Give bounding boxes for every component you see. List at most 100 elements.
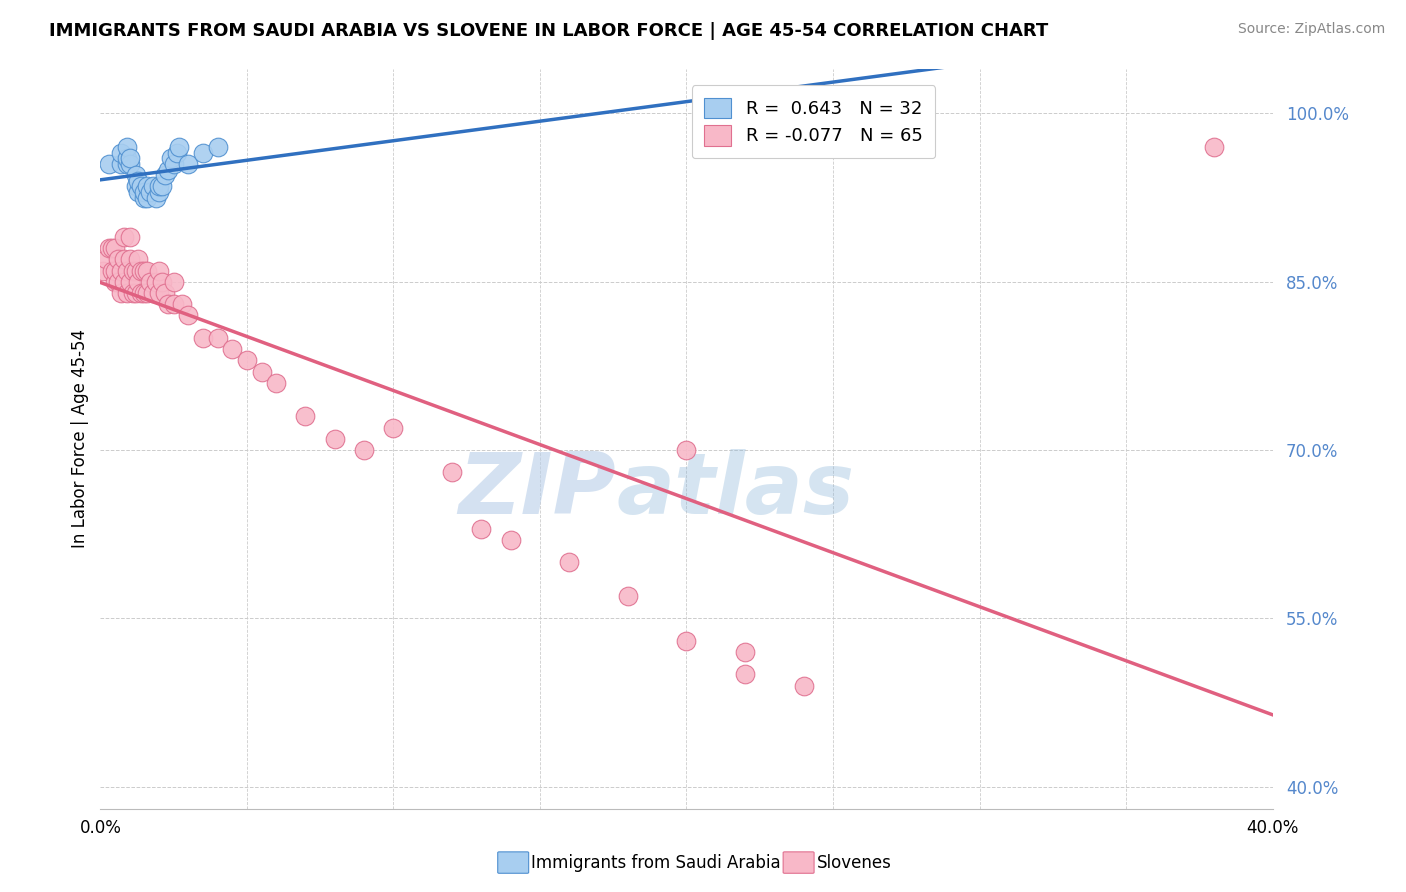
Point <box>169 140 191 154</box>
Point <box>162 157 184 171</box>
Point <box>177 309 200 323</box>
Point <box>162 297 184 311</box>
Point <box>148 185 170 199</box>
Point <box>499 533 522 547</box>
Point <box>134 285 156 300</box>
Point <box>207 331 229 345</box>
Text: ZIP: ZIP <box>458 450 616 533</box>
Point <box>145 275 167 289</box>
Point <box>159 151 181 165</box>
Point <box>131 179 153 194</box>
Point <box>166 145 188 160</box>
Point <box>115 285 138 300</box>
Point <box>134 185 156 199</box>
Point <box>121 263 143 277</box>
Point <box>382 420 405 434</box>
Point <box>107 275 129 289</box>
Point <box>115 151 138 165</box>
Point <box>91 263 114 277</box>
Point <box>110 263 132 277</box>
Point <box>177 157 200 171</box>
Point <box>191 145 214 160</box>
Point <box>104 275 127 289</box>
Point <box>1202 140 1225 154</box>
Point <box>118 157 141 171</box>
Point <box>96 252 118 267</box>
Point <box>139 275 162 289</box>
Point <box>264 376 287 390</box>
Text: IMMIGRANTS FROM SAUDI ARABIA VS SLOVENE IN LABOR FORCE | AGE 45-54 CORRELATION C: IMMIGRANTS FROM SAUDI ARABIA VS SLOVENE … <box>49 22 1049 40</box>
Point <box>136 179 159 194</box>
Point <box>104 263 127 277</box>
Point <box>148 263 170 277</box>
Text: atlas: atlas <box>616 450 855 533</box>
Point <box>115 140 138 154</box>
Point <box>323 432 346 446</box>
Point <box>115 157 138 171</box>
Point <box>112 275 135 289</box>
Point <box>153 285 176 300</box>
Point <box>162 275 184 289</box>
Point <box>675 443 697 458</box>
Point <box>353 443 375 458</box>
Point <box>118 252 141 267</box>
Point <box>131 285 153 300</box>
Point <box>734 667 756 681</box>
Point <box>124 168 146 182</box>
Point <box>250 364 273 378</box>
Point <box>617 589 640 603</box>
Point <box>734 645 756 659</box>
Point <box>112 252 135 267</box>
Text: Source: ZipAtlas.com: Source: ZipAtlas.com <box>1237 22 1385 37</box>
Point <box>148 285 170 300</box>
Point <box>101 263 124 277</box>
Point <box>107 252 129 267</box>
Point <box>124 285 146 300</box>
Point <box>134 263 156 277</box>
Point <box>118 151 141 165</box>
Point <box>136 285 159 300</box>
Point <box>127 174 149 188</box>
Point <box>124 179 146 194</box>
Point <box>675 633 697 648</box>
Point <box>121 285 143 300</box>
Point <box>115 263 138 277</box>
Point <box>236 353 259 368</box>
Point <box>172 297 194 311</box>
Point <box>98 241 121 255</box>
Point <box>101 241 124 255</box>
Point <box>136 190 159 204</box>
Point <box>145 190 167 204</box>
Point <box>153 168 176 182</box>
Text: Immigrants from Saudi Arabia: Immigrants from Saudi Arabia <box>531 854 782 871</box>
Point <box>110 145 132 160</box>
Point <box>470 522 492 536</box>
Point <box>110 285 132 300</box>
Point <box>136 263 159 277</box>
Point <box>131 263 153 277</box>
Point <box>127 275 149 289</box>
Text: Slovenes: Slovenes <box>817 854 891 871</box>
Point <box>112 230 135 244</box>
Point <box>150 275 173 289</box>
Point <box>191 331 214 345</box>
Point <box>127 185 149 199</box>
Point <box>150 179 173 194</box>
Point <box>134 190 156 204</box>
Point <box>441 466 464 480</box>
Point <box>142 285 165 300</box>
Point <box>207 140 229 154</box>
Point <box>127 252 149 267</box>
Point <box>156 162 179 177</box>
Point <box>118 275 141 289</box>
Point <box>221 342 243 356</box>
Legend: R =  0.643   N = 32, R = -0.077   N = 65: R = 0.643 N = 32, R = -0.077 N = 65 <box>692 85 935 158</box>
Point <box>98 157 121 171</box>
Point <box>110 157 132 171</box>
Point <box>156 297 179 311</box>
Point <box>793 679 815 693</box>
Point <box>148 179 170 194</box>
Point <box>118 230 141 244</box>
Point <box>104 241 127 255</box>
Point <box>124 263 146 277</box>
